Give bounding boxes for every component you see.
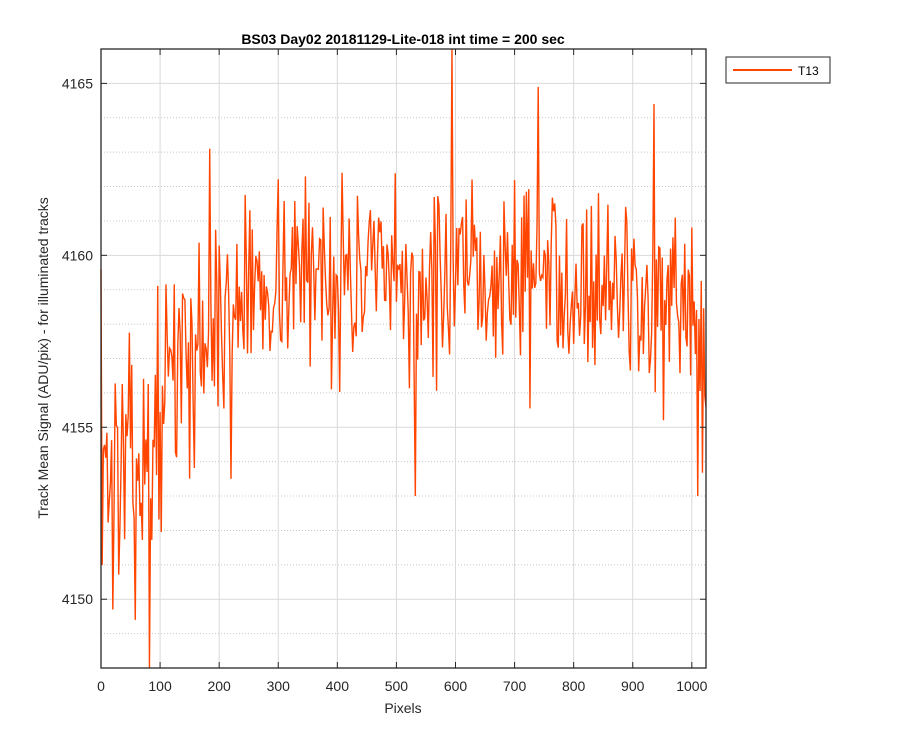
x-tick-label: 0 <box>97 678 105 694</box>
y-tick-label: 4150 <box>62 591 93 607</box>
x-tick-label: 200 <box>207 678 231 694</box>
x-tick-label: 100 <box>148 678 172 694</box>
x-axis-label: Pixels <box>384 700 421 716</box>
x-tick-label: 1000 <box>676 678 707 694</box>
axis-ticks: 0 100 200 300 400 500 600 700 800 900 1000 4150 4155… <box>62 49 708 694</box>
y-tick-label: 4160 <box>62 247 93 263</box>
x-tick-label: 500 <box>385 678 409 694</box>
series-line-t13 <box>100 48 707 669</box>
x-tick-label: 800 <box>562 678 586 694</box>
x-tick-label: 300 <box>267 678 291 694</box>
plot-frame <box>100 48 707 669</box>
y-tick-label: 4155 <box>62 419 93 435</box>
chart-title: BS03 Day02 20181129-Lite-018 int time = … <box>241 31 565 47</box>
legend: T13 <box>725 56 831 84</box>
y-axis-label: Track Mean Signal (ADU/pix) - for illumi… <box>35 197 51 519</box>
x-tick-label: 600 <box>444 678 468 694</box>
y-tick-label: 4165 <box>62 75 93 91</box>
x-tick-label: 400 <box>326 678 350 694</box>
x-tick-label: 900 <box>621 678 645 694</box>
grid <box>100 49 706 668</box>
data-line-layer <box>100 48 707 669</box>
x-tick-label: 700 <box>503 678 527 694</box>
legend-label-t13: T13 <box>798 64 819 78</box>
